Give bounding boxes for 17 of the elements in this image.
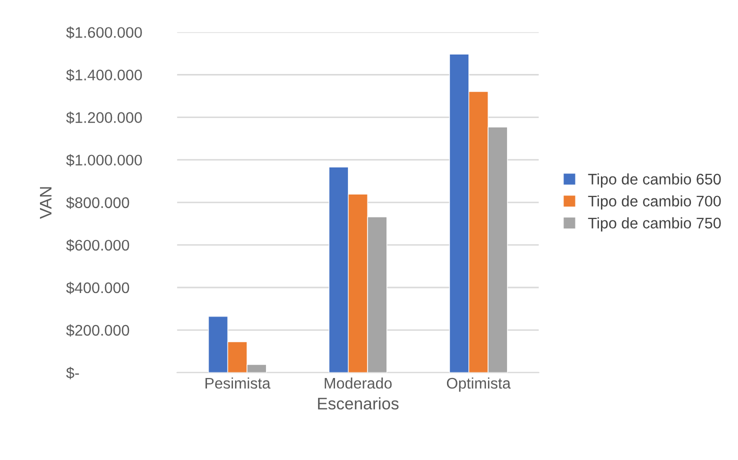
legend-label: Tipo de cambio 750 <box>588 217 721 232</box>
y-tick-label: $1.600.000 <box>66 26 142 39</box>
y-tick-label: $- <box>66 366 79 380</box>
y-tick-label: $400.000 <box>66 282 130 294</box>
x-tick-label: Moderado <box>324 377 392 389</box>
y-tick-label: $1.400.000 <box>66 68 142 82</box>
y-tick-label: $800.000 <box>66 196 130 209</box>
y-tick-label: $200.000 <box>66 324 130 337</box>
y-tick-label: $1.000.000 <box>66 154 142 166</box>
x-axis-title: Escenarios <box>318 397 399 410</box>
y-axis-title: VAN <box>40 187 52 219</box>
x-tick-label: Optimista <box>446 377 511 392</box>
y-tick-label: $600.000 <box>66 239 130 252</box>
y-tick-label: $1.200.000 <box>66 112 142 124</box>
legend-label: Tipo de cambio 650 <box>588 173 721 188</box>
legend-label: Tipo de cambio 700 <box>588 195 721 210</box>
x-tick-label: Pesimista <box>206 377 270 389</box>
